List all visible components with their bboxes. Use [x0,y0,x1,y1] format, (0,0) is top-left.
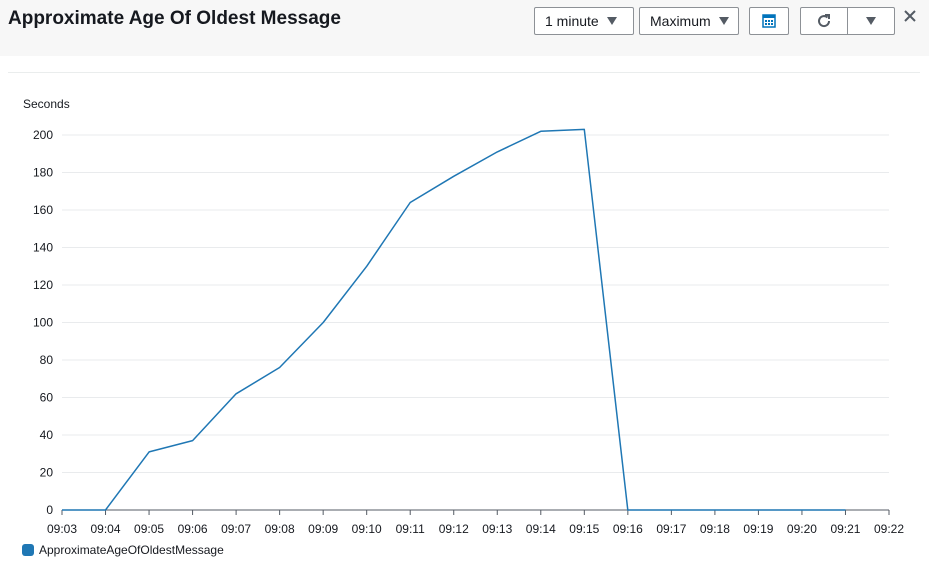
axes: 0 20 40 60 80 100 120 140 160 180 200 09:03 09:04 09:… [33,128,904,536]
legend-swatch [22,544,34,556]
x-tick-label: 09:15 [569,522,599,536]
x-tick-label: 09:20 [787,522,817,536]
x-tick-label: 09:14 [526,522,556,536]
widget-title: Approximate Age Of Oldest Message [8,8,341,29]
x-tick-label: 09:16 [613,522,643,536]
series-line[interactable] [62,128,846,511]
x-tick-label: 09:09 [308,522,338,536]
y-tick-label: 80 [40,353,54,367]
statistic-dropdown[interactable]: Maximum [639,7,739,35]
refresh-icon [818,14,831,28]
y-tick-label: 0 [46,503,53,517]
x-tick-label: 09:07 [221,522,251,536]
legend-label: ApproximateAgeOfOldestMessage [39,543,224,557]
y-tick-label: 180 [33,166,53,180]
calendar-icon [762,14,776,28]
x-tick-label: 09:21 [830,522,860,536]
series-lines [62,128,846,511]
y-tick-label: 40 [40,428,54,442]
y-tick-label: 100 [33,316,53,330]
x-tick-label: 09:13 [482,522,512,536]
chevron-down-icon [866,17,876,25]
x-tick-label: 09:03 [47,522,77,536]
close-icon [904,10,916,22]
y-tick-label: 160 [33,203,53,217]
x-tick-label: 09:05 [134,522,164,536]
x-tick-label: 09:08 [265,522,295,536]
header-divider [8,72,920,73]
refresh-options-button[interactable] [847,7,895,35]
x-tick-label: 09:19 [743,522,773,536]
x-tick-label: 09:10 [352,522,382,536]
y-tick-label: 60 [40,391,54,405]
caret-down-icon [718,17,729,25]
statistic-label: Maximum [650,13,711,29]
caret-down-icon [606,17,617,25]
y-axis-label: Seconds [23,97,70,111]
close-button[interactable] [900,6,920,26]
x-tick-label: 09:06 [178,522,208,536]
x-tick-label: 09:22 [874,522,904,536]
grid-lines [62,134,889,473]
x-tick-label: 09:12 [439,522,469,536]
y-tick-label: 200 [33,128,53,142]
legend[interactable]: ApproximateAgeOfOldestMessage [22,543,224,557]
x-tick-label: 09:11 [396,522,425,536]
y-tick-label: 120 [33,278,53,292]
x-tick-label: 09:17 [656,522,686,536]
y-tick-label: 20 [40,466,54,480]
period-dropdown[interactable]: 1 minute [534,7,634,35]
period-label: 1 minute [545,13,599,29]
y-tick-label: 140 [33,241,53,255]
x-tick-label: 09:18 [700,522,730,536]
time-range-button[interactable] [749,7,789,35]
x-tick-label: 09:04 [91,522,121,536]
